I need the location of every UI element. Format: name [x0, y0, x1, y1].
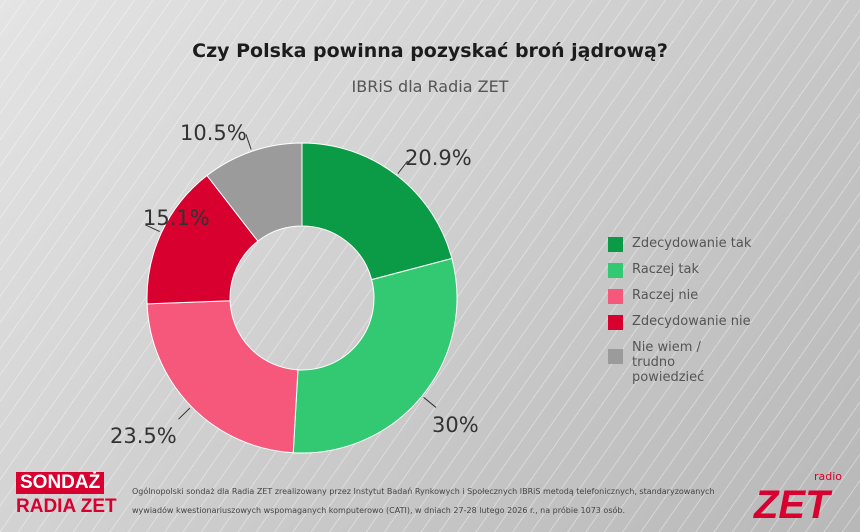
legend-item: Nie wiem / trudno powiedzieć	[608, 340, 778, 385]
leader-line	[397, 160, 408, 174]
legend-label: Raczej tak	[632, 262, 700, 277]
legend-label: Nie wiem / trudno powiedzieć	[632, 340, 705, 385]
legend-item: Raczej nie	[608, 288, 778, 304]
leader-line	[145, 224, 160, 233]
leader-line	[178, 407, 191, 420]
svg-text:radio: radio	[814, 470, 842, 483]
sondaz-logo: SONDAŻ RADIA ZET	[16, 472, 117, 518]
legend-item: Raczej tak	[608, 262, 778, 278]
legend-label: Raczej nie	[632, 288, 699, 303]
slice-3	[146, 174, 259, 305]
slice-2	[146, 300, 299, 454]
chart-subtitle: IBRiS dla Radia ZET	[351, 77, 509, 96]
data-label: 10.5%	[180, 121, 247, 145]
chart-title: Czy Polska powinna pozyskać broń jądrową…	[192, 40, 668, 62]
legend: Zdecydowanie tak Raczej tak Raczej nie Zdec…	[608, 236, 778, 395]
methodology-note: Ogólnopolski sondaż dla Radia ZET zreali…	[132, 487, 715, 515]
radio-zet-logo: radio ZET	[753, 470, 842, 523]
legend-item: Zdecydowanie nie	[608, 314, 778, 330]
data-label: 30%	[432, 413, 479, 437]
slice-1	[292, 257, 458, 454]
legend-swatch	[608, 315, 623, 330]
data-label: 23.5%	[110, 424, 177, 448]
data-label: 20.9%	[405, 146, 472, 170]
legend-swatch	[608, 349, 623, 364]
logo-line1: SONDAŻ	[16, 472, 105, 494]
svg-text:ZET: ZET	[753, 483, 833, 523]
legend-swatch	[608, 263, 623, 278]
legend-swatch	[608, 289, 623, 304]
legend-label: Zdecydowanie tak	[632, 236, 752, 251]
slice-4	[206, 142, 303, 242]
slice-0	[301, 142, 453, 281]
legend-label: Zdecydowanie nie	[632, 314, 751, 329]
legend-swatch	[608, 237, 623, 252]
leader-line	[423, 396, 437, 408]
data-label: 15.1%	[143, 206, 210, 230]
logo-line2: RADIA ZET	[16, 496, 117, 517]
leader-line	[245, 134, 252, 150]
legend-item: Zdecydowanie tak	[608, 236, 778, 252]
